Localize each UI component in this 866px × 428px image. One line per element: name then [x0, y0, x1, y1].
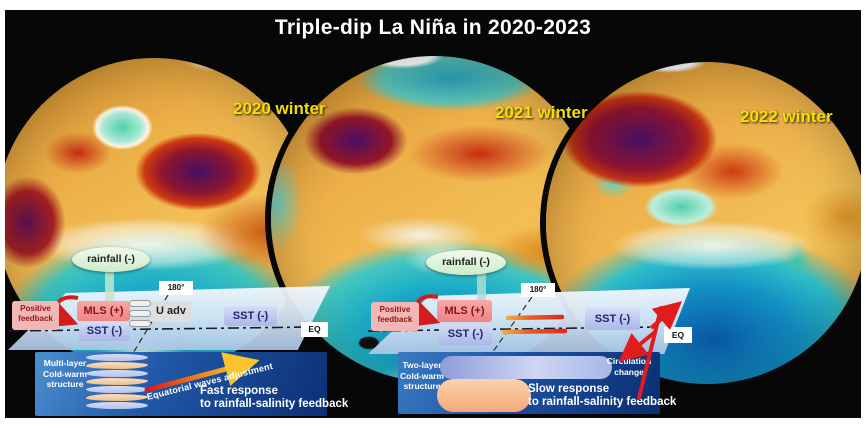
sst-east-box-right: SST (-) — [585, 308, 640, 330]
slow-response-line1: Slow response — [528, 383, 610, 395]
fast-response-line1: Fast response — [200, 385, 278, 397]
la-nina-figure: Triple-dip La Niña in 2020-2023 2020 win… — [5, 10, 861, 418]
mls-box-left: MLS (+) — [77, 301, 130, 321]
positive-feedback-label-left: Positive feedback — [12, 301, 59, 330]
rainfall-stem-right — [477, 272, 486, 317]
equator-label-right: EQ — [664, 327, 692, 343]
rainfall-negative-bubble-left: rainfall (-) — [72, 247, 150, 272]
slow-response-line2: to rainfall-salinity feedback — [528, 396, 677, 409]
slow-response-box: Two-layer Cold-warm structure Circulatio… — [398, 352, 676, 414]
year-label-2020: 2020 winter — [233, 99, 326, 118]
mls-box-right: MLS (+) — [437, 300, 492, 322]
meridian-180-label-right: 180° — [521, 283, 555, 297]
cold-layer-icon — [440, 356, 612, 379]
u-adv-box: U adv — [151, 301, 191, 322]
positive-feedback-label-right: Positive feedback — [371, 302, 419, 331]
two-layer-structure-label: Two-layer Cold-warm structure — [400, 360, 444, 392]
multi-layer-structure-label: Multi-layer Cold-warm structure — [43, 358, 87, 390]
sst-east-box-left: SST (-) — [224, 306, 277, 326]
rainfall-negative-bubble-right: rainfall (-) — [426, 250, 506, 275]
year-label-2022: 2022 winter — [740, 107, 833, 126]
fast-response-line2: to rainfall-salinity feedback — [200, 398, 349, 411]
warm-layer-icon — [437, 379, 531, 412]
multi-layer-structure-icon — [86, 354, 148, 412]
sst-west-box-left: SST (-) — [79, 322, 130, 341]
fast-response-text: Fast response to rainfall-salinity feedb… — [200, 385, 348, 411]
westward-arrow-icon — [129, 320, 151, 327]
westward-arrow-icon — [129, 310, 151, 317]
westward-arrow-icon — [129, 300, 151, 307]
meridian-180-label-left: 180° — [159, 281, 193, 295]
figure-title: Triple-dip La Niña in 2020-2023 — [274, 16, 592, 39]
year-label-2021: 2021 winter — [495, 103, 588, 122]
slow-response-text: Slow response to rainfall-salinity feedb… — [528, 383, 676, 409]
sst-west-box-right: SST (-) — [439, 324, 492, 345]
fast-response-box: Multi-layer Cold-warm structure Equatori… — [35, 352, 348, 416]
rainfall-stem-left — [105, 270, 114, 316]
equator-label-left: EQ — [301, 322, 328, 337]
circulation-change-label: Circulation change — [606, 356, 652, 377]
